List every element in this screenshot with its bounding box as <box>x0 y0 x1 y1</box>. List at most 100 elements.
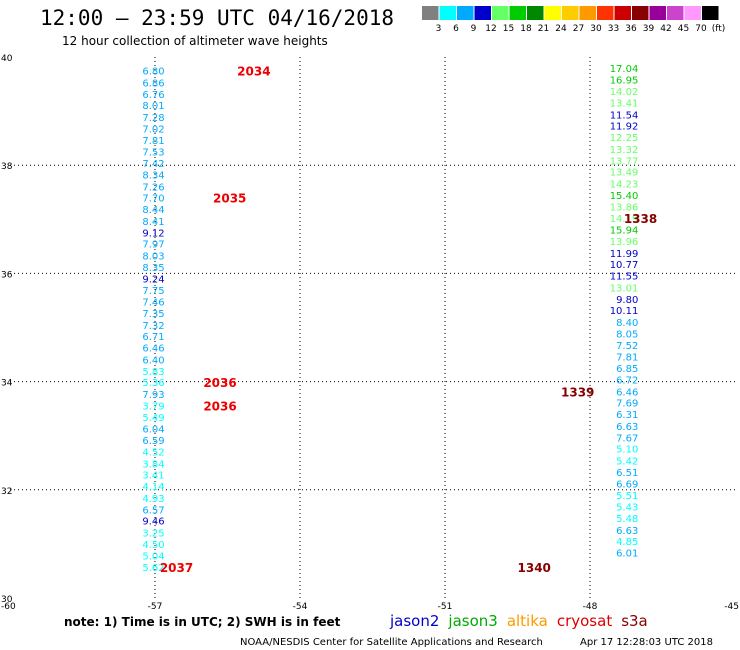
data-point-jason2: 6.80 <box>142 67 164 78</box>
data-point-jason3: 6.51 <box>616 468 638 479</box>
data-point-jason2: 5.49 <box>142 413 164 424</box>
data-point-jason2: 6.86 <box>142 78 164 89</box>
data-point-jason3: 13.32 <box>610 145 639 156</box>
x-tick-label: -45 <box>724 602 739 612</box>
satellite-jason2: jason2 <box>389 612 439 630</box>
data-point-jason2: 8.01 <box>142 101 164 112</box>
data-point-jason3: 7.69 <box>616 399 638 410</box>
legend-swatch <box>702 6 719 20</box>
data-point-jason3: 13.77 <box>610 156 639 167</box>
legend-label: 36 <box>625 24 637 34</box>
page-title: 12:00 – 23:59 UTC 04/16/2018 <box>40 6 395 30</box>
data-point-jason2: 9.24 <box>142 274 164 285</box>
legend-swatch <box>544 6 561 20</box>
time-label: 2036 <box>203 399 236 413</box>
data-point-jason2: 7.70 <box>142 194 164 205</box>
data-point-jason2: 5.83 <box>142 367 164 378</box>
y-tick-label: 34 <box>1 379 13 389</box>
data-point-jason3: 6.63 <box>616 526 638 537</box>
legend-label: (ft) <box>712 24 726 34</box>
legend-swatch <box>597 6 614 20</box>
data-point-jason2: 3.79 <box>142 401 164 412</box>
legend-swatch <box>667 6 684 20</box>
legend-swatch <box>474 6 491 20</box>
data-point-jason2: 5.04 <box>142 551 164 562</box>
data-point-jason3: 17.04 <box>610 64 639 75</box>
data-point-jason3: 15.40 <box>610 191 639 202</box>
data-point-jason3: 11.55 <box>610 272 639 283</box>
time-label: 1338 <box>624 212 657 226</box>
data-point-jason2: 7.35 <box>142 309 164 320</box>
data-point-jason3: 6.01 <box>616 549 638 560</box>
data-point-jason3: 8.05 <box>616 329 638 340</box>
legend-label: 15 <box>503 24 514 34</box>
legend-label: 70 <box>695 24 707 34</box>
x-tick-label: -48 <box>583 602 598 612</box>
legend-swatch <box>492 6 509 20</box>
data-point-jason3: 13.86 <box>610 202 639 213</box>
legend-label: 6 <box>453 24 459 34</box>
legend-swatch <box>649 6 666 20</box>
x-tick-label: -54 <box>293 602 308 612</box>
data-point-jason3: 13.49 <box>610 168 639 179</box>
data-point-jason3: 10.77 <box>610 260 639 271</box>
legend-swatch <box>579 6 596 20</box>
legend-swatch <box>422 6 439 20</box>
data-point-jason3: 13.41 <box>610 98 639 109</box>
legend-label: 30 <box>590 24 602 34</box>
legend-label: 33 <box>608 24 619 34</box>
y-tick-label: 38 <box>1 162 13 172</box>
data-point-jason3: 6.72 <box>616 375 638 386</box>
data-point-jason2: 8.35 <box>142 263 164 274</box>
legend-swatch <box>527 6 544 20</box>
data-point-jason3: 16.95 <box>610 76 639 87</box>
data-point-jason2: 7.75 <box>142 286 164 297</box>
data-point-jason2: 7.32 <box>142 321 164 332</box>
page-subtitle: 12 hour collection of altimeter wave hei… <box>62 34 328 48</box>
data-point-jason2: 8.03 <box>142 252 164 263</box>
data-point-jason3: 5.10 <box>616 445 638 456</box>
satellite-cryosat: cryosat <box>557 612 612 630</box>
legend-swatch <box>457 6 474 20</box>
legend-label: 12 <box>485 24 496 34</box>
data-point-jason2: 4.14 <box>142 482 164 493</box>
satellite-s3a: s3a <box>621 612 648 630</box>
time-label: 1339 <box>561 385 594 399</box>
note-text: note: 1) Time is in UTC; 2) SWH is in fe… <box>64 615 341 629</box>
data-point-jason2: 7.93 <box>142 390 164 401</box>
data-point-jason2: 6.71 <box>142 332 164 343</box>
data-point-jason3: 14.19 <box>610 214 639 225</box>
legend-label: 18 <box>520 24 532 34</box>
data-point-jason3: 11.92 <box>610 122 639 133</box>
data-point-jason3: 6.85 <box>616 364 638 375</box>
data-point-jason3: 11.54 <box>610 110 639 121</box>
data-point-jason2: 6.76 <box>142 90 164 101</box>
y-tick-label: 30 <box>1 595 13 605</box>
data-point-jason3: 13.96 <box>610 237 639 248</box>
data-point-jason3: 4.85 <box>616 537 638 548</box>
x-tick-label: -51 <box>438 602 453 612</box>
legend-label: 21 <box>538 24 549 34</box>
legend-swatch <box>562 6 579 20</box>
data-point-jason3: 6.31 <box>616 410 638 421</box>
data-point-jason3: 5.48 <box>616 514 638 525</box>
data-point-jason2: 3.41 <box>142 471 164 482</box>
data-point-jason3: 6.46 <box>616 387 638 398</box>
data-point-jason3: 12.25 <box>610 133 639 144</box>
data-point-jason3: 6.63 <box>616 422 638 433</box>
legend-label: 24 <box>555 24 567 34</box>
data-point-jason2: 8.34 <box>142 170 164 181</box>
data-point-jason3: 7.52 <box>616 341 638 352</box>
legend-label: 39 <box>643 24 655 34</box>
legend-swatch <box>684 6 701 20</box>
data-point-jason3: 5.42 <box>616 457 638 468</box>
y-tick-label: 40 <box>1 54 13 64</box>
data-point-jason2: 7.42 <box>142 159 164 170</box>
data-point-jason3: 9.80 <box>616 295 638 306</box>
legend-swatch <box>614 6 631 20</box>
legend-label: 42 <box>660 24 671 34</box>
data-point-jason3: 13.01 <box>610 283 639 294</box>
data-point-jason2: 6.40 <box>142 355 164 366</box>
